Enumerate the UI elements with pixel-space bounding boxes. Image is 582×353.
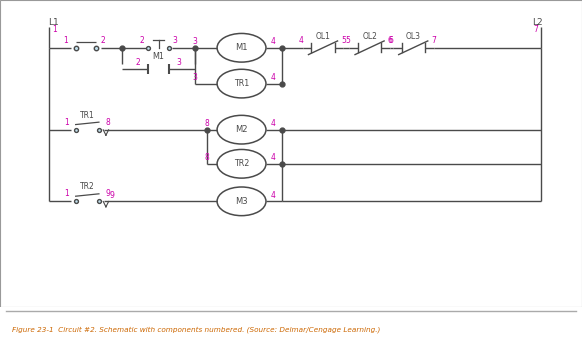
Text: 7: 7 <box>534 24 538 34</box>
Text: L2: L2 <box>532 18 542 27</box>
Text: OL2: OL2 <box>362 32 377 41</box>
Text: 4: 4 <box>271 37 275 46</box>
Text: 7: 7 <box>431 36 436 46</box>
Text: 9: 9 <box>105 189 110 198</box>
Text: 1: 1 <box>65 189 69 198</box>
Text: 8: 8 <box>204 119 209 128</box>
Text: 6: 6 <box>389 36 393 46</box>
Text: 4: 4 <box>271 73 275 82</box>
Text: TR1: TR1 <box>234 79 249 88</box>
Text: 2: 2 <box>101 36 105 45</box>
Text: Figure 23-1  Circuit #2. Schematic with components numbered. (Source: Delmar/Cen: Figure 23-1 Circuit #2. Schematic with c… <box>12 327 380 333</box>
Text: OL3: OL3 <box>406 32 421 41</box>
Text: OL1: OL1 <box>315 32 331 41</box>
Text: 2: 2 <box>136 58 140 67</box>
Text: M1: M1 <box>235 43 248 52</box>
Text: 3: 3 <box>172 36 177 45</box>
Text: 9: 9 <box>109 191 114 200</box>
Text: TR2: TR2 <box>234 159 249 168</box>
Text: 4: 4 <box>271 119 275 128</box>
Text: 4: 4 <box>271 153 275 162</box>
Text: M2: M2 <box>235 125 248 134</box>
Text: L1: L1 <box>48 18 59 27</box>
Text: 3: 3 <box>193 37 197 46</box>
Text: 8: 8 <box>204 153 209 162</box>
Text: M1: M1 <box>152 52 164 61</box>
Text: 6: 6 <box>388 36 392 46</box>
Text: 8: 8 <box>105 118 110 127</box>
Text: 1: 1 <box>63 36 68 45</box>
Text: M3: M3 <box>235 197 248 206</box>
Text: 5: 5 <box>341 36 346 46</box>
Text: TR1: TR1 <box>80 111 94 120</box>
Text: 3: 3 <box>193 73 197 82</box>
Text: TR2: TR2 <box>80 183 94 191</box>
Text: 4: 4 <box>299 36 303 46</box>
Text: 2: 2 <box>139 36 144 45</box>
Text: 3: 3 <box>176 58 181 67</box>
Text: 4: 4 <box>271 191 275 200</box>
Text: 1: 1 <box>52 24 57 34</box>
Text: 1: 1 <box>65 118 69 127</box>
Text: 5: 5 <box>345 36 350 46</box>
